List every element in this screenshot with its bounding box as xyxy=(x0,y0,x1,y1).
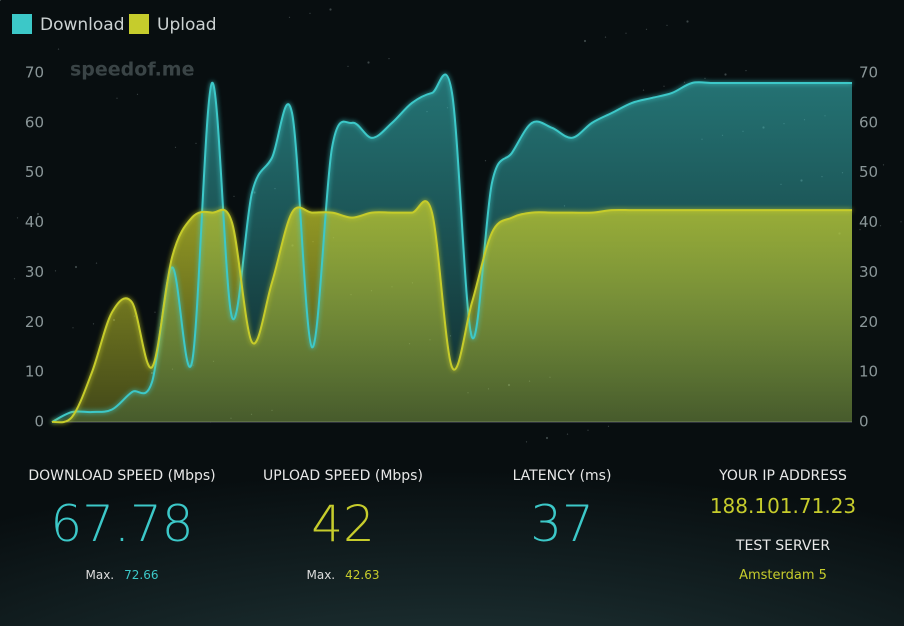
star xyxy=(13,278,16,280)
star xyxy=(704,77,706,79)
star xyxy=(587,429,589,431)
star xyxy=(686,20,689,23)
stat-label: UPLOAD SPEED (Mbps) xyxy=(263,468,423,484)
star xyxy=(625,32,627,34)
ip-label: YOUR IP ADDRESS xyxy=(719,468,847,484)
star xyxy=(663,85,665,87)
star xyxy=(683,81,686,83)
star xyxy=(745,70,747,72)
y2-tick-label: 0 xyxy=(859,413,869,431)
y-tick-label: 40 xyxy=(25,213,44,231)
y2-tick-label: 60 xyxy=(859,113,878,131)
star xyxy=(34,274,36,276)
star xyxy=(329,8,332,11)
stat-label: DOWNLOAD SPEED (Mbps) xyxy=(28,468,216,484)
star xyxy=(882,164,885,166)
star xyxy=(74,265,78,269)
y-tick-label: 30 xyxy=(25,263,44,281)
watermark: speedof.me xyxy=(70,59,194,81)
star xyxy=(388,58,390,60)
star xyxy=(92,323,95,325)
star xyxy=(583,39,587,43)
stat-label: LATENCY (ms) xyxy=(512,468,612,484)
star xyxy=(484,160,487,162)
star xyxy=(545,436,549,440)
star xyxy=(879,225,882,227)
star xyxy=(36,212,40,216)
star xyxy=(154,311,156,313)
max-value: 42.63 xyxy=(345,568,380,582)
star xyxy=(900,221,902,223)
star xyxy=(525,441,528,443)
stat-value: 37 xyxy=(530,495,594,553)
server-label: TEST SERVER xyxy=(735,538,831,554)
y2-tick-label: 30 xyxy=(859,263,878,281)
stat-upload: UPLOAD SPEED (Mbps) 42 Max. 42.63 xyxy=(243,468,443,582)
star xyxy=(666,24,668,26)
star xyxy=(642,89,645,91)
legend-label: Download xyxy=(40,15,125,35)
area-fill xyxy=(52,201,852,423)
star xyxy=(54,270,57,272)
y2-tick-label: 50 xyxy=(859,163,878,181)
star xyxy=(195,142,197,144)
ip-info: YOUR IP ADDRESS 188.101.71.23 TEST SERVE… xyxy=(683,468,883,583)
star xyxy=(607,425,610,427)
star xyxy=(862,168,864,170)
y-tick-label: 70 xyxy=(25,64,44,82)
max-value: 72.66 xyxy=(124,568,159,582)
chart: speedof.me 0 10 20 30 40 50 60 70 0 10 20 30 40 50 60 7… xyxy=(0,0,902,443)
line xyxy=(51,73,852,423)
max-label: Max. xyxy=(306,568,336,582)
star xyxy=(724,73,727,76)
star xyxy=(604,36,607,38)
max-label: Max. xyxy=(85,568,115,582)
star xyxy=(0,0,2,2)
star xyxy=(174,146,177,148)
star xyxy=(859,229,861,231)
star xyxy=(136,93,139,95)
star xyxy=(288,16,291,18)
y2-tick-label: 10 xyxy=(859,363,878,381)
star xyxy=(116,97,118,99)
y-tick-label: 60 xyxy=(25,113,44,131)
star xyxy=(57,48,60,50)
star xyxy=(16,217,19,219)
legend-label: Upload xyxy=(157,15,217,35)
y2-tick-label: 40 xyxy=(859,213,878,231)
y2-tick-label: 70 xyxy=(859,64,878,82)
y-tick-label: 50 xyxy=(25,163,44,181)
y-tick-label: 20 xyxy=(25,313,44,331)
legend-swatch xyxy=(12,14,32,34)
star xyxy=(95,262,98,264)
star xyxy=(72,327,74,329)
y-tick-label: 10 xyxy=(25,363,44,381)
star xyxy=(309,12,311,14)
stat-value: 42 xyxy=(311,495,375,553)
star xyxy=(645,28,648,30)
stat-latency: LATENCY (ms) 37 xyxy=(462,468,662,554)
ip-value: 188.101.71.23 xyxy=(709,494,857,518)
y-tick-label: 0 xyxy=(34,413,44,431)
server-value: Amsterdam 5 xyxy=(739,568,827,583)
star xyxy=(367,61,370,64)
line xyxy=(51,200,852,424)
y2-tick-label: 20 xyxy=(859,313,878,331)
stat-value: 67.78 xyxy=(50,495,194,553)
star xyxy=(566,433,569,435)
star xyxy=(233,195,235,197)
star xyxy=(347,65,349,67)
stat-download: DOWNLOAD SPEED (Mbps) 67.78 Max. 72.66 xyxy=(22,468,222,582)
legend-swatch xyxy=(129,14,149,34)
